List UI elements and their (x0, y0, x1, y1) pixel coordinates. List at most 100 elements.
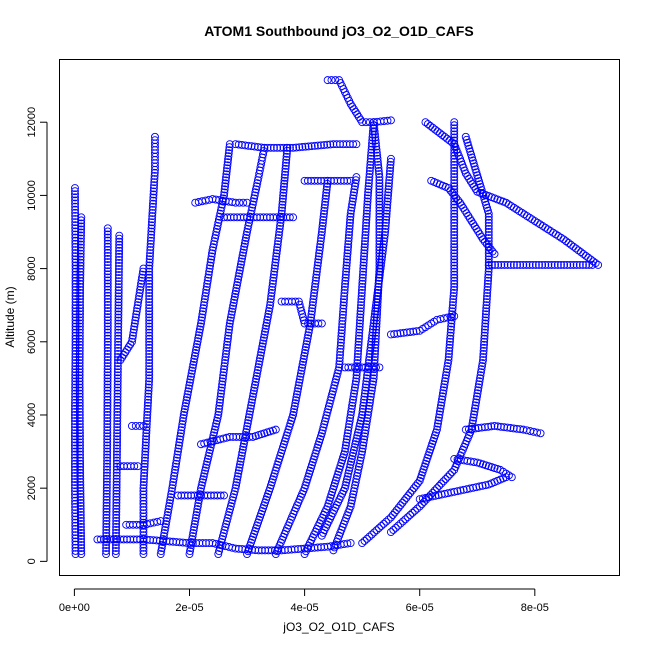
data-point (77, 228, 85, 237)
data-point (75, 337, 84, 346)
data-point (178, 417, 187, 426)
data-point (113, 401, 122, 410)
data-point (473, 392, 481, 401)
data-point (126, 340, 135, 349)
data-point (113, 447, 121, 456)
data-point (356, 456, 365, 465)
data-point (257, 348, 266, 357)
data-point (289, 411, 298, 419)
data-point (113, 438, 122, 447)
data-point (480, 340, 488, 349)
data-point (450, 252, 459, 261)
data-point (103, 285, 112, 294)
data-point (259, 336, 268, 345)
data-point (129, 328, 138, 337)
data-point (103, 282, 112, 291)
data-point (358, 444, 367, 453)
data-point (346, 539, 355, 548)
data-point (150, 172, 159, 180)
data-point (113, 371, 122, 380)
data-point (280, 176, 289, 185)
data-point (224, 155, 233, 164)
data-point (238, 254, 246, 263)
data-point (493, 422, 502, 431)
data-point (113, 374, 122, 383)
data-point (404, 491, 413, 500)
data-point (220, 362, 229, 371)
data-point (219, 368, 228, 377)
data-point (139, 493, 148, 502)
data-point (345, 221, 354, 230)
data-point (386, 528, 395, 537)
data-point (418, 494, 427, 503)
data-point (103, 368, 112, 377)
data-point (483, 285, 492, 294)
data-point (482, 298, 491, 307)
data-point (112, 474, 121, 483)
data-point (113, 398, 122, 407)
data-point (269, 143, 278, 152)
data-point (371, 139, 380, 148)
data-point (145, 319, 154, 328)
data-point (362, 218, 371, 227)
data-point (300, 352, 309, 360)
data-point (357, 295, 366, 304)
data-point (102, 486, 111, 495)
data-point (519, 260, 528, 269)
data-point (224, 511, 233, 520)
data-point (174, 444, 183, 453)
data-point (215, 398, 224, 407)
data-point (441, 374, 450, 383)
data-point (349, 140, 358, 149)
data-point (343, 539, 352, 548)
data-point (450, 312, 459, 321)
data-point (446, 334, 455, 343)
data-point (221, 176, 230, 185)
data-point (339, 301, 348, 310)
data-point (149, 196, 158, 205)
data-point (174, 441, 183, 450)
data-point (329, 384, 338, 393)
data-point (450, 282, 459, 291)
data-point (244, 413, 253, 422)
data-point (444, 359, 452, 368)
data-point (243, 419, 252, 428)
data-point (449, 298, 457, 307)
data-point (375, 234, 384, 243)
data-point (187, 369, 196, 378)
data-point (375, 194, 384, 203)
data-point (224, 328, 233, 337)
data-point (436, 404, 445, 413)
data-point (145, 368, 154, 377)
data-point (500, 423, 509, 432)
data-point (144, 395, 153, 404)
data-point (140, 468, 149, 477)
data-point (354, 343, 363, 352)
data-point (210, 425, 219, 434)
data-point (139, 478, 148, 487)
data-point (244, 221, 253, 230)
data-point (103, 429, 112, 438)
data-point (281, 167, 290, 176)
data-point (103, 444, 112, 453)
data-point (435, 410, 444, 419)
data-point (148, 205, 157, 214)
data-point (145, 310, 154, 319)
data-point (449, 295, 458, 304)
data-point (336, 338, 345, 347)
data-point (209, 243, 218, 252)
data-point (139, 481, 148, 490)
data-point (370, 362, 379, 371)
data-point (134, 298, 143, 307)
data-point (484, 212, 493, 221)
data-point (322, 188, 331, 197)
data-point (77, 219, 86, 228)
data-point (145, 285, 154, 294)
data-point (443, 134, 452, 143)
data-point (434, 491, 443, 500)
data-point (344, 234, 353, 243)
data-point (146, 246, 155, 255)
data-point (223, 164, 232, 173)
data-point (450, 118, 459, 127)
data-point (139, 499, 148, 508)
